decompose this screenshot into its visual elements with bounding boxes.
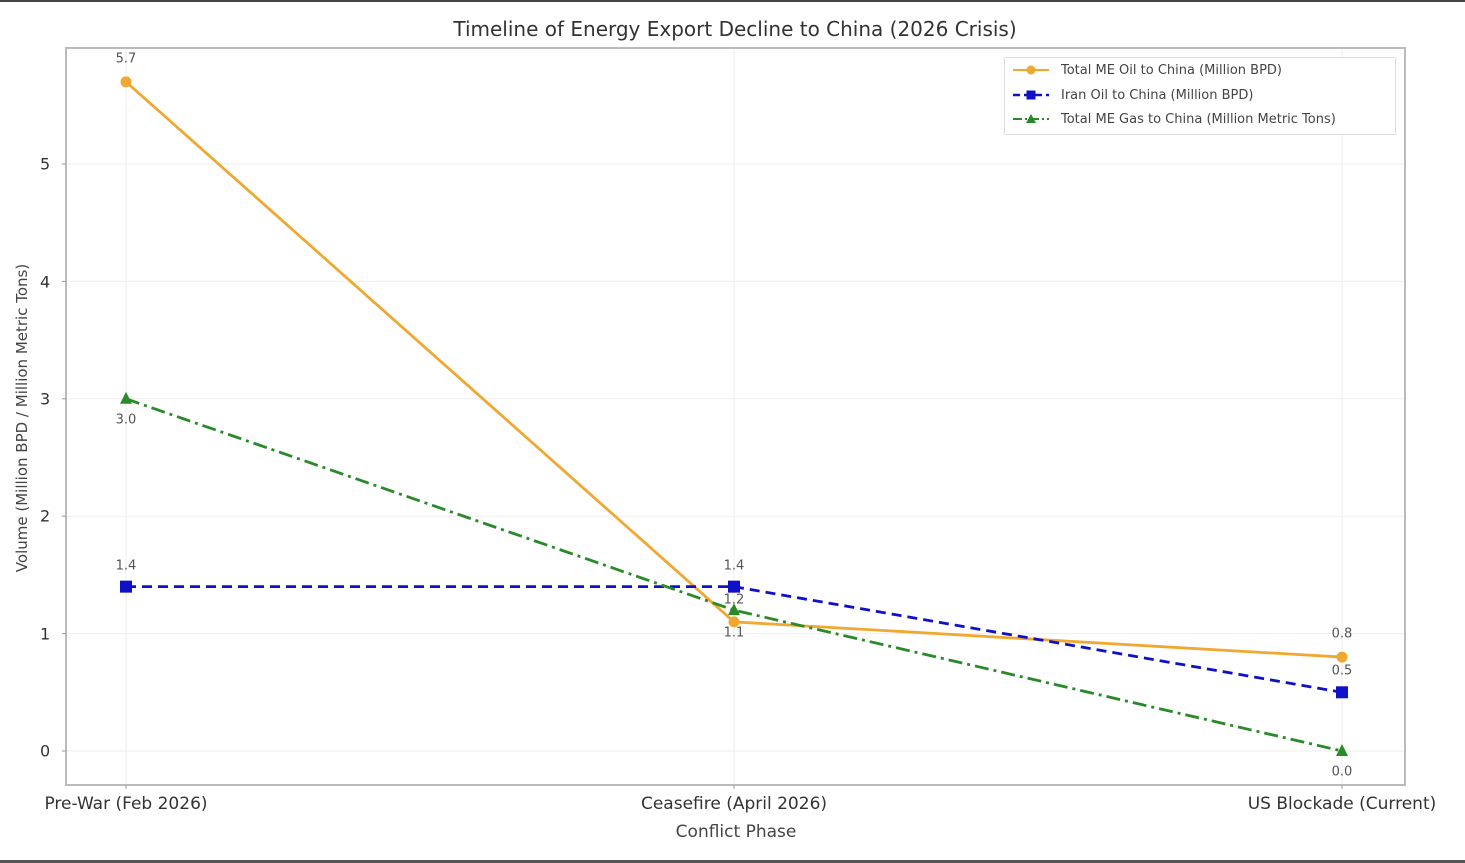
y-axis-label: Volume (Million BPD / Million Metric Ton… xyxy=(13,263,31,573)
bottom-border xyxy=(0,860,1465,863)
data-label-iran-prewar: 1.4 xyxy=(115,558,137,574)
legend-line-square-icon xyxy=(1013,90,1049,100)
y-tick-label: 5 xyxy=(40,154,51,174)
legend-item-me-oil: Total ME Oil to China (Million BPD) xyxy=(1011,58,1282,82)
y-tick-label: 1 xyxy=(40,624,51,644)
data-label-oil-ceasefire: 1.1 xyxy=(723,625,745,641)
legend-line-circle-icon xyxy=(1013,65,1049,75)
y-tick-label: 2 xyxy=(40,506,51,526)
chart-legend: Total ME Oil to China (Million BPD) Iran… xyxy=(1004,57,1396,135)
legend-item-iran-oil: Iran Oil to China (Million BPD) xyxy=(1011,83,1253,107)
y-tick-label: 4 xyxy=(40,272,51,292)
chart-title: Timeline of Energy Export Decline to Chi… xyxy=(453,17,1017,41)
legend-label: Total ME Oil to China (Million BPD) xyxy=(1061,62,1282,78)
x-axis-label: Conflict Phase xyxy=(675,822,797,842)
data-label-oil-blockade: 0.8 xyxy=(1331,626,1353,642)
legend-line-triangle-icon xyxy=(1013,114,1049,123)
x-tick-label: Ceasefire (April 2026) xyxy=(640,794,828,814)
x-tick-label: Pre-War (Feb 2026) xyxy=(44,794,208,814)
data-label-iran-ceasefire: 1.4 xyxy=(723,558,745,574)
data-label-gas-blockade: 0.0 xyxy=(1331,764,1353,780)
data-label-oil-prewar: 5.7 xyxy=(115,51,137,67)
x-tick-label: US Blockade (Current) xyxy=(1247,794,1437,814)
legend-label: Total ME Gas to China (Million Metric To… xyxy=(1061,111,1336,127)
data-label-iran-blockade: 0.5 xyxy=(1331,663,1353,679)
legend-label: Iran Oil to China (Million BPD) xyxy=(1061,87,1254,103)
data-label-gas-ceasefire: 1.2 xyxy=(723,592,745,608)
data-label-gas-prewar: 3.0 xyxy=(115,412,137,428)
y-tick-label: 3 xyxy=(40,389,51,409)
top-border xyxy=(0,0,1465,2)
y-tick-label: 0 xyxy=(40,741,51,761)
legend-item-me-gas: Total ME Gas to China (Million Metric To… xyxy=(1011,107,1336,131)
